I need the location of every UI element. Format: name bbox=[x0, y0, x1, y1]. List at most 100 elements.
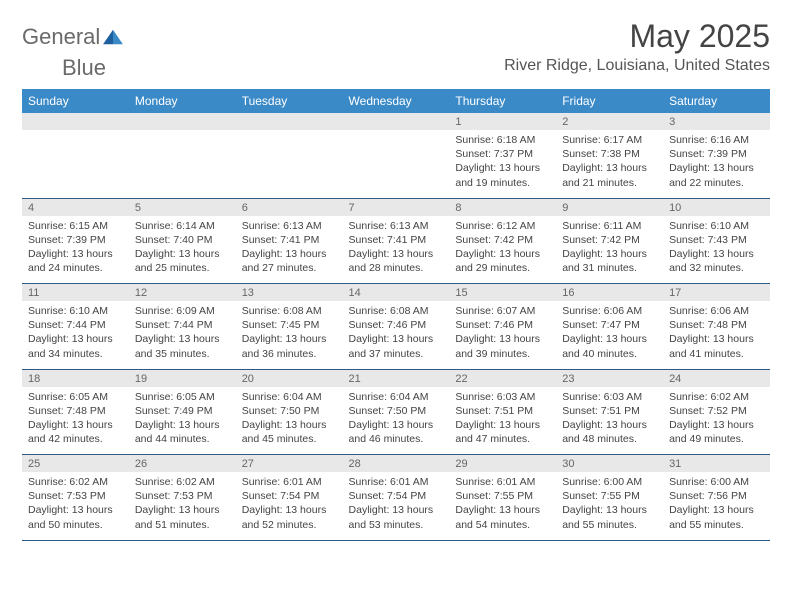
sunrise-line: Sunrise: 6:01 AM bbox=[349, 475, 444, 489]
day-number-cell: 8 bbox=[449, 198, 556, 216]
sunrise-line: Sunrise: 6:04 AM bbox=[242, 390, 337, 404]
sunset-line: Sunset: 7:45 PM bbox=[242, 318, 337, 332]
daylight-line: Daylight: 13 hours and 41 minutes. bbox=[669, 332, 764, 360]
daylight-line: Daylight: 13 hours and 29 minutes. bbox=[455, 247, 550, 275]
sunrise-line: Sunrise: 6:04 AM bbox=[349, 390, 444, 404]
day-detail-cell: Sunrise: 6:11 AMSunset: 7:42 PMDaylight:… bbox=[556, 216, 663, 284]
sunset-line: Sunset: 7:50 PM bbox=[242, 404, 337, 418]
sunrise-line: Sunrise: 6:03 AM bbox=[562, 390, 657, 404]
day-number-row: 45678910 bbox=[22, 198, 770, 216]
calendar-table: SundayMondayTuesdayWednesdayThursdayFrid… bbox=[22, 89, 770, 541]
day-number-cell: 29 bbox=[449, 455, 556, 473]
weekday-header: Saturday bbox=[663, 89, 770, 113]
daylight-line: Daylight: 13 hours and 50 minutes. bbox=[28, 503, 123, 531]
sunset-line: Sunset: 7:56 PM bbox=[669, 489, 764, 503]
daylight-line: Daylight: 13 hours and 44 minutes. bbox=[135, 418, 230, 446]
sunrise-line: Sunrise: 6:08 AM bbox=[349, 304, 444, 318]
day-detail-cell: Sunrise: 6:13 AMSunset: 7:41 PMDaylight:… bbox=[343, 216, 450, 284]
sunset-line: Sunset: 7:42 PM bbox=[455, 233, 550, 247]
daylight-line: Daylight: 13 hours and 19 minutes. bbox=[455, 161, 550, 189]
day-detail-cell: Sunrise: 6:02 AMSunset: 7:52 PMDaylight:… bbox=[663, 387, 770, 455]
day-number-cell: 10 bbox=[663, 198, 770, 216]
day-detail-cell: Sunrise: 6:06 AMSunset: 7:47 PMDaylight:… bbox=[556, 301, 663, 369]
location: River Ridge, Louisiana, United States bbox=[504, 57, 770, 75]
sunrise-line: Sunrise: 6:12 AM bbox=[455, 219, 550, 233]
day-number-cell: 4 bbox=[22, 198, 129, 216]
day-detail-cell: Sunrise: 6:04 AMSunset: 7:50 PMDaylight:… bbox=[343, 387, 450, 455]
daylight-line: Daylight: 13 hours and 40 minutes. bbox=[562, 332, 657, 360]
weekday-header: Monday bbox=[129, 89, 236, 113]
sunrise-line: Sunrise: 6:03 AM bbox=[455, 390, 550, 404]
day-number-cell: 16 bbox=[556, 284, 663, 302]
day-detail-cell: Sunrise: 6:14 AMSunset: 7:40 PMDaylight:… bbox=[129, 216, 236, 284]
sunrise-line: Sunrise: 6:18 AM bbox=[455, 133, 550, 147]
day-detail-cell: Sunrise: 6:00 AMSunset: 7:56 PMDaylight:… bbox=[663, 472, 770, 540]
sunrise-line: Sunrise: 6:08 AM bbox=[242, 304, 337, 318]
day-number-cell: 2 bbox=[556, 113, 663, 130]
logo-triangle-icon bbox=[102, 28, 124, 46]
day-number-cell: 22 bbox=[449, 369, 556, 387]
title-block: May 2025 River Ridge, Louisiana, United … bbox=[504, 18, 770, 75]
sunset-line: Sunset: 7:44 PM bbox=[28, 318, 123, 332]
day-number-cell: 30 bbox=[556, 455, 663, 473]
day-detail-cell: Sunrise: 6:10 AMSunset: 7:43 PMDaylight:… bbox=[663, 216, 770, 284]
daylight-line: Daylight: 13 hours and 21 minutes. bbox=[562, 161, 657, 189]
day-number-row: 123 bbox=[22, 113, 770, 130]
weekday-header: Wednesday bbox=[343, 89, 450, 113]
sunset-line: Sunset: 7:50 PM bbox=[349, 404, 444, 418]
sunset-line: Sunset: 7:37 PM bbox=[455, 147, 550, 161]
daylight-line: Daylight: 13 hours and 47 minutes. bbox=[455, 418, 550, 446]
daylight-line: Daylight: 13 hours and 24 minutes. bbox=[28, 247, 123, 275]
day-number-cell: 7 bbox=[343, 198, 450, 216]
sunset-line: Sunset: 7:47 PM bbox=[562, 318, 657, 332]
day-detail-row: Sunrise: 6:05 AMSunset: 7:48 PMDaylight:… bbox=[22, 387, 770, 455]
sunset-line: Sunset: 7:46 PM bbox=[349, 318, 444, 332]
day-detail-cell: Sunrise: 6:07 AMSunset: 7:46 PMDaylight:… bbox=[449, 301, 556, 369]
day-detail-cell bbox=[236, 130, 343, 198]
day-detail-cell: Sunrise: 6:15 AMSunset: 7:39 PMDaylight:… bbox=[22, 216, 129, 284]
day-number-cell: 23 bbox=[556, 369, 663, 387]
sunset-line: Sunset: 7:41 PM bbox=[349, 233, 444, 247]
day-detail-cell: Sunrise: 6:01 AMSunset: 7:54 PMDaylight:… bbox=[343, 472, 450, 540]
day-detail-cell: Sunrise: 6:04 AMSunset: 7:50 PMDaylight:… bbox=[236, 387, 343, 455]
sunrise-line: Sunrise: 6:13 AM bbox=[349, 219, 444, 233]
day-number-cell bbox=[343, 113, 450, 130]
day-number-cell: 28 bbox=[343, 455, 450, 473]
day-detail-cell: Sunrise: 6:00 AMSunset: 7:55 PMDaylight:… bbox=[556, 472, 663, 540]
day-number-cell: 17 bbox=[663, 284, 770, 302]
day-number-cell: 1 bbox=[449, 113, 556, 130]
sunrise-line: Sunrise: 6:00 AM bbox=[562, 475, 657, 489]
day-detail-cell: Sunrise: 6:02 AMSunset: 7:53 PMDaylight:… bbox=[22, 472, 129, 540]
sunrise-line: Sunrise: 6:16 AM bbox=[669, 133, 764, 147]
month-title: May 2025 bbox=[504, 18, 770, 55]
daylight-line: Daylight: 13 hours and 55 minutes. bbox=[669, 503, 764, 531]
day-detail-cell: Sunrise: 6:13 AMSunset: 7:41 PMDaylight:… bbox=[236, 216, 343, 284]
sunrise-line: Sunrise: 6:09 AM bbox=[135, 304, 230, 318]
day-number-cell: 26 bbox=[129, 455, 236, 473]
day-detail-row: Sunrise: 6:10 AMSunset: 7:44 PMDaylight:… bbox=[22, 301, 770, 369]
day-number-cell bbox=[129, 113, 236, 130]
day-number-cell: 12 bbox=[129, 284, 236, 302]
daylight-line: Daylight: 13 hours and 22 minutes. bbox=[669, 161, 764, 189]
day-number-cell: 15 bbox=[449, 284, 556, 302]
sunrise-line: Sunrise: 6:06 AM bbox=[562, 304, 657, 318]
logo-text-a: General bbox=[22, 24, 100, 50]
sunset-line: Sunset: 7:39 PM bbox=[669, 147, 764, 161]
sunset-line: Sunset: 7:46 PM bbox=[455, 318, 550, 332]
sunrise-line: Sunrise: 6:02 AM bbox=[28, 475, 123, 489]
day-number-cell: 14 bbox=[343, 284, 450, 302]
sunset-line: Sunset: 7:49 PM bbox=[135, 404, 230, 418]
day-number-cell: 11 bbox=[22, 284, 129, 302]
daylight-line: Daylight: 13 hours and 25 minutes. bbox=[135, 247, 230, 275]
sunset-line: Sunset: 7:53 PM bbox=[28, 489, 123, 503]
day-detail-cell: Sunrise: 6:05 AMSunset: 7:49 PMDaylight:… bbox=[129, 387, 236, 455]
day-number-cell: 9 bbox=[556, 198, 663, 216]
sunset-line: Sunset: 7:53 PM bbox=[135, 489, 230, 503]
daylight-line: Daylight: 13 hours and 36 minutes. bbox=[242, 332, 337, 360]
day-detail-cell bbox=[22, 130, 129, 198]
daylight-line: Daylight: 13 hours and 39 minutes. bbox=[455, 332, 550, 360]
weekday-header: Thursday bbox=[449, 89, 556, 113]
sunrise-line: Sunrise: 6:02 AM bbox=[135, 475, 230, 489]
sunset-line: Sunset: 7:48 PM bbox=[669, 318, 764, 332]
daylight-line: Daylight: 13 hours and 35 minutes. bbox=[135, 332, 230, 360]
